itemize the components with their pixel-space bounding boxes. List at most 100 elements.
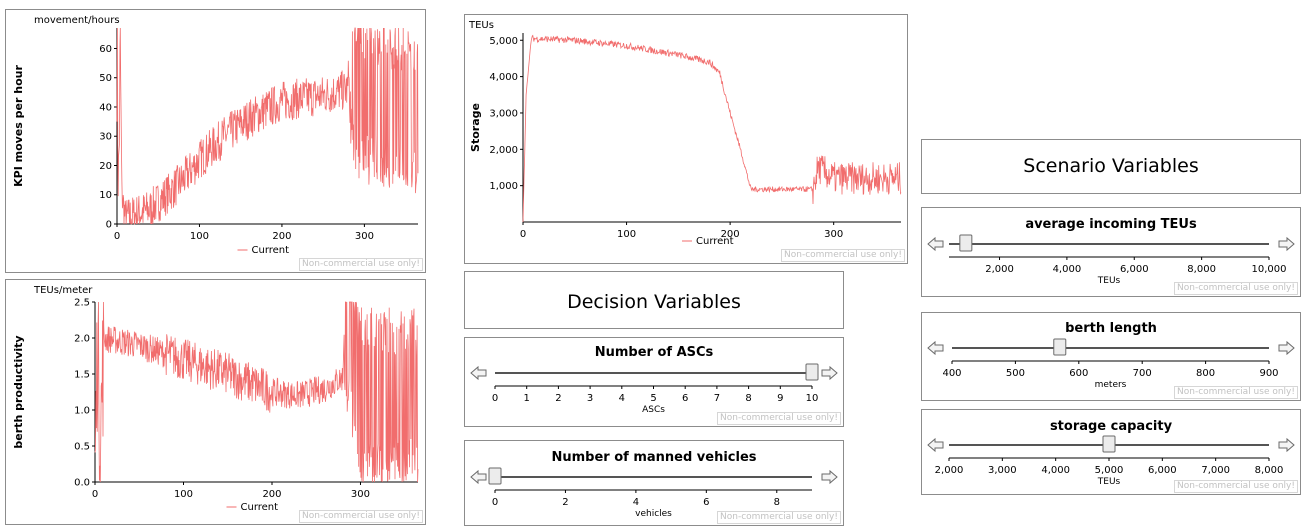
slider-panel-vehicles: Number of manned vehicles 0 2 4 6 8 vehicles … xyxy=(464,440,844,526)
slider-tick-label: 0 xyxy=(492,393,498,404)
arrow-left-icon xyxy=(470,365,487,381)
slider-unit-label: vehicles xyxy=(635,509,672,519)
slider-tick-label: 10,000 xyxy=(1252,264,1287,275)
arrow-right-icon xyxy=(1278,340,1295,356)
decision-variables-title: Decision Variables xyxy=(567,291,741,313)
vehicles-slider[interactable]: 0 2 4 6 8 vehicles xyxy=(465,441,845,527)
slider-tick-label: 6 xyxy=(703,497,709,508)
slider-tick-label: 800 xyxy=(1196,368,1215,379)
x-tick-label: 200 xyxy=(262,489,281,500)
y-tick-label: 0.0 xyxy=(74,478,90,489)
slider-tick-label: 2 xyxy=(562,497,568,508)
legend-label: Current xyxy=(696,236,734,247)
storage-chart: TEUs Storage 1,000 2,000 3,000 4,000 5,000 0 100… xyxy=(468,20,902,247)
watermark: Non-commercial use only! xyxy=(717,412,841,425)
x-tick-label: 300 xyxy=(824,229,843,240)
slider-title: Number of manned vehicles xyxy=(551,450,757,465)
slider-tick-label: 8 xyxy=(745,393,751,404)
arrow-right-icon xyxy=(821,365,838,381)
slider-tick-label: 2,000 xyxy=(985,264,1014,275)
slider-tick-label: 4,000 xyxy=(1041,465,1070,476)
x-tick-label: 100 xyxy=(617,229,636,240)
x-tick-label: 0 xyxy=(114,231,120,242)
x-tick-label: 100 xyxy=(190,231,209,242)
watermark: Non-commercial use only! xyxy=(717,511,841,524)
slider-thumb[interactable] xyxy=(959,234,973,252)
x-tick-label: 0 xyxy=(520,229,526,240)
arrow-right-icon xyxy=(821,469,838,485)
arrow-right-icon xyxy=(1278,236,1295,252)
y-tick-label: 40 xyxy=(99,102,112,113)
watermark: Non-commercial use only! xyxy=(781,249,905,262)
berth-length-slider[interactable]: 400 500 600 700 800 900 meters xyxy=(922,313,1302,402)
scenario-variables-title: Scenario Variables xyxy=(1023,155,1199,177)
slider-panel-teus: average incoming TEUs 2,000 4,000 6,000 8,0… xyxy=(921,207,1301,297)
slider-title: Number of ASCs xyxy=(594,345,714,360)
storage-capacity-slider[interactable]: 2,000 3,000 4,000 5,000 6,000 7,000 8,000 TEUs xyxy=(922,410,1302,496)
slider-thumb[interactable] xyxy=(805,363,819,381)
slider-tick-label: 4 xyxy=(619,393,625,404)
slider-thumb[interactable] xyxy=(488,467,502,485)
slider-tick-label: 6 xyxy=(682,393,688,404)
slider-thumb[interactable] xyxy=(1053,338,1067,356)
arrow-left-icon xyxy=(927,236,944,252)
slider-tick-label: 4 xyxy=(633,497,639,508)
slider-unit-label: ASCs xyxy=(642,405,665,415)
y-tick-label: 20 xyxy=(99,161,112,172)
chart-units-label: TEUs xyxy=(468,20,494,31)
decision-variables-header: Decision Variables xyxy=(464,271,844,329)
slider-title: berth length xyxy=(1065,321,1157,336)
slider-tick-label: 3,000 xyxy=(988,465,1017,476)
y-tick-label: 30 xyxy=(99,132,112,143)
y-tick-label: 2.0 xyxy=(74,334,90,345)
y-tick-label: 3,000 xyxy=(489,108,518,119)
watermark: Non-commercial use only! xyxy=(299,510,423,523)
series-line xyxy=(522,34,902,223)
slider-title: storage capacity xyxy=(1049,419,1173,434)
slider-tick-label: 900 xyxy=(1259,368,1278,379)
berth-chart-panel: TEUs/meter berth productivity 0.0 0.5 1.0 1.5… xyxy=(5,279,426,525)
legend-label: Current xyxy=(252,245,290,256)
kpi-chart-panel: movement/hours KPI moves per hour 0 10 20 30 4… xyxy=(5,9,426,273)
y-tick-label: 50 xyxy=(99,73,112,84)
slider-panel-ascs: Number of ASCs 0 1 2 3 4 5 6 7 8 9 10 ASCs Non-comm… xyxy=(464,337,844,427)
y-tick-label: 2.5 xyxy=(74,298,90,309)
teus-slider[interactable]: 2,000 4,000 6,000 8,000 10,000 TEUs xyxy=(922,208,1302,298)
chart-y-axis-label: KPI moves per hour xyxy=(12,65,25,187)
slider-tick-label: 5,000 xyxy=(1095,465,1124,476)
slider-panel-berth-length: berth length 400 500 600 700 800 900 meters No… xyxy=(921,312,1301,401)
ascs-slider[interactable]: 0 1 2 3 4 5 6 7 8 9 10 ASCs xyxy=(465,338,845,428)
slider-tick-label: 700 xyxy=(1133,368,1152,379)
slider-thumb[interactable] xyxy=(1102,435,1116,453)
x-tick-label: 300 xyxy=(355,231,374,242)
y-tick-label: 2,000 xyxy=(489,145,518,156)
x-tick-label: 300 xyxy=(351,489,370,500)
arrow-left-icon xyxy=(927,437,944,453)
watermark: Non-commercial use only! xyxy=(1174,282,1298,295)
slider-tick-label: 400 xyxy=(942,368,961,379)
arrow-right-icon xyxy=(1278,437,1295,453)
chart-units-label: movement/hours xyxy=(34,15,120,26)
arrow-left-icon xyxy=(470,469,487,485)
y-tick-label: 1.0 xyxy=(74,406,90,417)
slider-tick-label: 6,000 xyxy=(1120,264,1149,275)
kpi-chart: movement/hours KPI moves per hour 0 10 20 30 4… xyxy=(12,15,419,256)
y-tick-label: 1.5 xyxy=(74,370,90,381)
arrow-left-icon xyxy=(927,340,944,356)
y-tick-label: 5,000 xyxy=(489,36,518,47)
y-tick-label: 0 xyxy=(106,220,112,231)
slider-tick-label: 7 xyxy=(714,393,720,404)
slider-tick-label: 0 xyxy=(492,497,498,508)
slider-tick-label: 10 xyxy=(806,393,819,404)
watermark: Non-commercial use only! xyxy=(299,258,423,271)
x-tick-label: 200 xyxy=(272,231,291,242)
slider-tick-label: 1 xyxy=(524,393,530,404)
legend-label: Current xyxy=(241,502,279,513)
slider-title: average incoming TEUs xyxy=(1025,217,1197,232)
chart-y-axis-label: berth productivity xyxy=(12,335,25,448)
slider-tick-label: 500 xyxy=(1006,368,1025,379)
x-tick-label: 200 xyxy=(721,229,740,240)
x-tick-label: 100 xyxy=(174,489,193,500)
y-tick-label: 1,000 xyxy=(489,181,518,192)
slider-tick-label: 7,000 xyxy=(1201,465,1230,476)
